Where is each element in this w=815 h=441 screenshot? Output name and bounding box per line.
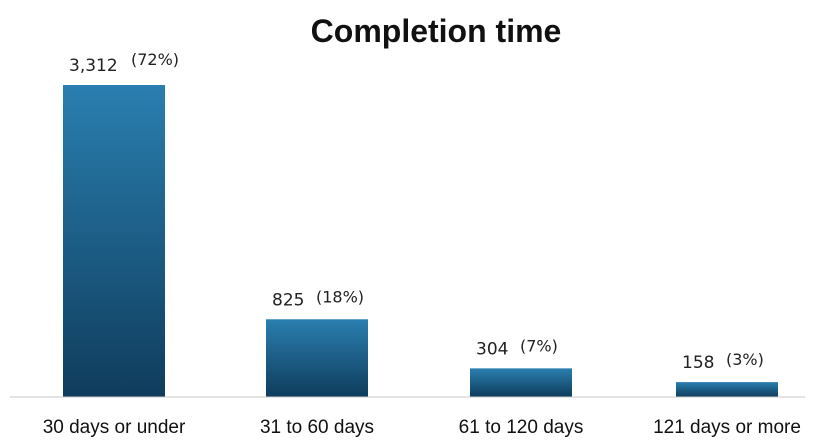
bar-0 <box>63 85 165 397</box>
value-label-0: 3,312 <box>69 56 118 76</box>
value-label-1: 825 <box>272 290 304 310</box>
category-label-3: 121 days or more <box>653 417 801 438</box>
category-label-2: 61 to 120 days <box>459 417 584 438</box>
percent-label-0: (72%) <box>131 50 179 69</box>
value-label-2: 304 <box>476 339 508 359</box>
bar-1 <box>266 319 368 397</box>
value-label-3: 158 <box>682 353 714 373</box>
bar-3 <box>676 382 778 397</box>
percent-label-3: (3%) <box>726 350 764 369</box>
category-label-1: 31 to 60 days <box>260 417 374 438</box>
category-label-0: 30 days or under <box>43 417 186 438</box>
percent-label-1: (18%) <box>316 287 364 306</box>
bars-group: 3,312 (72%) 825 (18%) 304 (7%) 158 (3%) <box>63 50 778 397</box>
category-labels-group: 30 days or under 31 to 60 days 61 to 120 d… <box>43 417 801 438</box>
percent-label-2: (7%) <box>520 336 558 355</box>
chart-title: Completion time <box>311 13 562 49</box>
bar-2 <box>470 368 572 397</box>
